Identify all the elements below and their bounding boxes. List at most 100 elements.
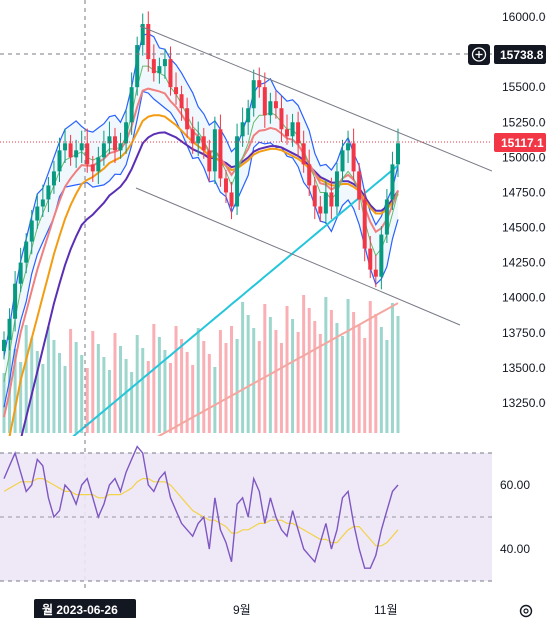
x-label-nov: 11월: [374, 603, 398, 617]
rsi-axis[interactable]: 40.00 60.00: [500, 478, 530, 556]
candle-body: [90, 164, 95, 172]
price-tick-label: 14500.00: [502, 221, 546, 235]
bollinger-band-fill: [4, 33, 398, 408]
price-axis[interactable]: 13250.00 13500.00 13750.00 14000.00 14250.00…: [502, 10, 546, 410]
volume-bar: [352, 312, 356, 433]
crosshair-price-tag: 15738.8: [494, 45, 546, 64]
volume-bar: [213, 367, 217, 433]
candle-body: [57, 150, 62, 172]
volume-bar: [374, 314, 378, 433]
rsi-pane[interactable]: [0, 445, 492, 582]
volume-bar: [19, 362, 23, 433]
volume-bar: [91, 331, 95, 433]
candle-body: [96, 157, 101, 172]
rsi-ma-line: [3, 478, 399, 547]
volume-bar: [69, 329, 73, 433]
volume-bar: [224, 343, 228, 433]
volume-bar: [296, 332, 300, 433]
candle-body: [268, 101, 273, 116]
candle-body: [307, 164, 312, 186]
volume-bar: [96, 344, 100, 433]
time-axis[interactable]: 월 2023-06-26 9월 11월: [34, 599, 398, 618]
volume-bar: [180, 339, 184, 433]
candle-body: [124, 122, 129, 144]
candle-body: [13, 283, 18, 319]
candle-body: [85, 143, 90, 165]
candle-body: [273, 101, 278, 109]
x-label-sep: 9월: [233, 603, 251, 617]
volume-bar: [146, 361, 150, 433]
candle-body: [340, 150, 345, 172]
candle-body: [151, 59, 156, 74]
volume-bar: [24, 325, 28, 433]
add-alert-button[interactable]: [468, 44, 490, 65]
volume-bar: [285, 306, 289, 433]
price-tick-label: 16000.00: [502, 10, 546, 24]
volume-bar: [218, 330, 222, 433]
volume-bar: [335, 323, 339, 433]
candle-body: [290, 122, 295, 137]
candle-body: [7, 318, 12, 340]
candle-body: [146, 24, 151, 60]
price-tick-label: 15250.00: [502, 115, 546, 129]
candle-body: [35, 206, 40, 221]
gear-icon[interactable]: [519, 604, 533, 618]
volume-bar: [324, 297, 328, 433]
candle-body: [24, 241, 29, 263]
volume-bar: [363, 338, 367, 433]
candle-body: [168, 59, 173, 88]
candle-body: [207, 150, 212, 172]
volume-bar: [385, 340, 389, 433]
volume-bar: [191, 365, 195, 433]
volume-bar: [368, 301, 372, 433]
volume-bar: [379, 327, 383, 433]
candle-body: [251, 80, 256, 109]
last-price-tag: 15117.1: [494, 133, 546, 152]
volume-bar: [152, 324, 156, 433]
candle-body: [129, 87, 134, 123]
candle-body: [74, 150, 79, 158]
volume-bar: [74, 342, 78, 433]
last-price-label: 15117.1: [501, 136, 544, 150]
candle-body: [196, 136, 201, 144]
channel-bottom-line: [135, 187, 461, 326]
candle-body: [174, 87, 179, 95]
price-tick-label: 13250.00: [502, 396, 546, 410]
volume-bar: [13, 349, 17, 433]
price-tick-label: 14000.00: [502, 291, 546, 305]
bollinger-lower: [3, 90, 399, 408]
volume-bar: [30, 338, 34, 433]
crosshair-date-tag: [34, 599, 136, 618]
rsi-line: [3, 445, 399, 569]
volume-bar: [163, 350, 167, 433]
candle-body: [140, 24, 145, 46]
volume-bar: [85, 368, 89, 433]
volume-bar: [41, 364, 45, 433]
candle-body: [229, 192, 234, 207]
volume-bar: [357, 325, 361, 433]
volume-bar: [130, 372, 134, 433]
candle-body: [157, 66, 162, 74]
candle-body: [390, 164, 395, 200]
volume-bar: [318, 334, 322, 433]
volume-bar: [174, 326, 178, 433]
candle-body: [262, 87, 267, 116]
candle-body: [396, 143, 400, 165]
candle-body: [357, 171, 362, 200]
bollinger-upper: [3, 33, 399, 357]
candle-body: [329, 192, 334, 207]
candle-body: [246, 108, 251, 123]
candle-body: [323, 192, 328, 214]
candle-body: [384, 199, 389, 235]
price-tick-label: 15500.00: [502, 80, 546, 94]
volume-bar: [291, 319, 295, 433]
price-pane[interactable]: [2, 11, 492, 522]
candle-body: [51, 171, 56, 186]
candle-body: [18, 262, 23, 284]
ma-purple-line: [20, 131, 399, 436]
volume-bar: [235, 339, 239, 433]
candle-body: [346, 143, 351, 151]
price-tick-label: 13750.00: [502, 326, 546, 340]
price-tick-label: 13500.00: [502, 361, 546, 375]
